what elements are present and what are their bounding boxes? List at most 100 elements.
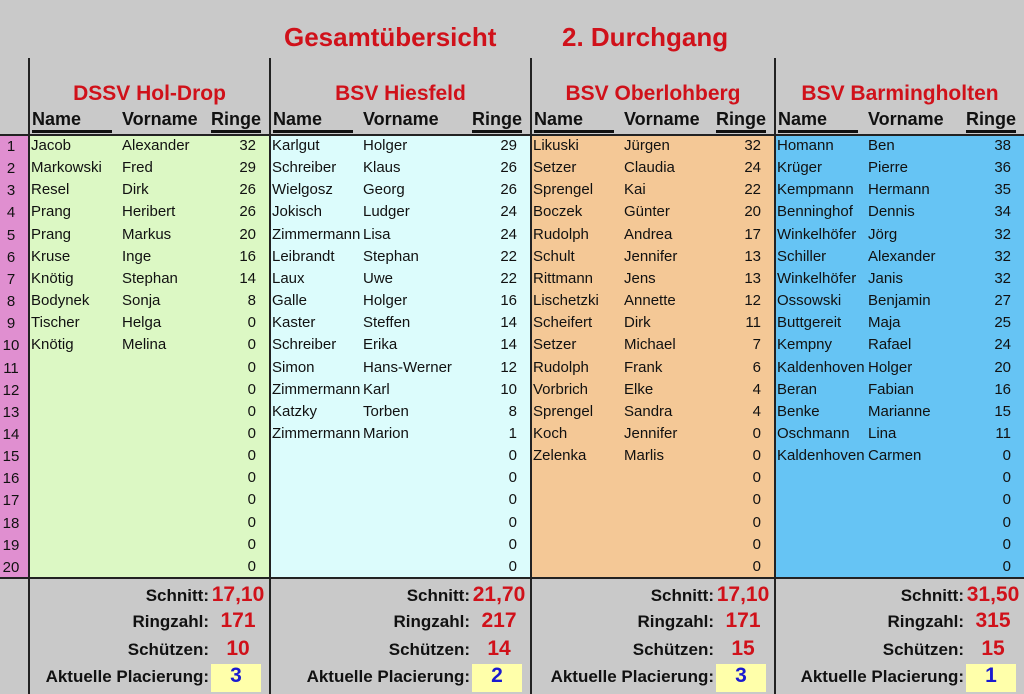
shooter-firstname: Ben [868,137,895,154]
shooter-firstname: Jürgen [624,137,670,154]
shooter-rings: 0 [508,557,517,575]
shooter-firstname: Melina [122,336,167,354]
shooter-surname: Schreiber [272,336,337,354]
shooter-rings: 0 [1002,557,1011,575]
shooter-rings: 24 [994,336,1011,354]
shooter-rings: 0 [247,491,256,509]
shooter-rings: 0 [247,380,256,398]
shooter-surname: Zelenka [533,447,587,465]
shooter-firstname: Inge [122,247,152,265]
row-number: 14 [2,425,20,443]
placierung-label: Aktuelle Placierung: [306,667,470,686]
column-header-name: Name [273,109,353,133]
shooter-rings: 0 [1002,491,1011,509]
placierung-value: 2 [472,664,522,692]
shooter-firstname: Sonja [122,292,161,310]
shooter-surname: Oschmann [777,424,850,442]
shooter-rings: 16 [994,380,1011,398]
shooter-surname: Zimmermann [272,380,361,398]
divider [269,58,271,694]
shooter-surname: Scheifert [533,314,593,332]
shooter-firstname: Jennifer [624,424,678,442]
club-summary: Schnitt: 17,10 Ringzahl: 171 Schützen: 1… [532,578,774,694]
shooter-surname: Galle [272,292,308,310]
schnitt-value: 31,50 [966,583,1020,606]
column-header-ringe: Ringe [966,109,1017,133]
shooter-list: Karlgut Holger 29 Schreiber Klaus 26 Wielgosz G… [271,135,530,578]
shooter-firstname: Fabian [868,380,914,398]
placierung-label: Aktuelle Placierung: [45,667,209,686]
shooter-rings: 13 [744,269,761,287]
row-number: 17 [2,492,20,510]
schuetzen-value: 15 [981,637,1005,660]
shooter-surname: Zimmermann [272,225,361,243]
row-number: 19 [2,536,20,554]
row-number: 4 [6,204,16,222]
club-block: BSV Barmingholten Name Vorname Ringe Hom… [776,58,1024,694]
shooter-rings: 0 [752,491,761,509]
shooter-rings: 0 [508,447,517,465]
divider [28,58,30,694]
shooter-rings: 0 [508,491,517,509]
shooter-rings: 8 [247,292,256,310]
shooter-surname: Setzer [533,336,577,354]
shooter-rings: 0 [247,469,256,487]
shooter-firstname: Maja [868,314,901,332]
shooter-surname: Prang [31,225,72,243]
shooter-surname: Katzky [272,402,318,420]
row-number-column: 1 2 3 4 5 6 7 8 9 10 11 12 13 14 15 16 17 18 19 20 [0,135,29,578]
schnitt-value: 17,10 [716,583,770,606]
header-divider [0,134,1024,136]
shooter-surname: Resel [31,181,70,199]
shooter-surname: Kaldenhoven [777,358,865,376]
shooter-rings: 0 [752,557,761,575]
ringzahl-label: Ringzahl: [887,612,965,631]
shooter-firstname: Fred [122,159,153,177]
shooter-surname: Kaldenhoven [777,447,865,465]
shooter-list: Likuski Jürgen 32 Setzer Claudia 24 Sprengel Ka… [532,135,774,578]
ringzahl-value: 217 [481,609,517,632]
club-header: BSV Oberlohberg Name Vorname Ringe [532,58,774,135]
shooter-rings: 8 [508,402,517,420]
ringzahl-value: 171 [725,609,761,632]
shooter-surname: Vorbrich [533,380,589,398]
shooter-firstname: Jörg [868,225,898,243]
schuetzen-value: 15 [731,637,755,660]
shooter-rings: 24 [744,159,761,177]
shooter-firstname: Holger [363,292,408,310]
shooter-rings: 0 [247,358,256,376]
title-overview: Gesamtübersicht [284,22,497,52]
shooter-list: Jacob Alexander 32 Markowski Fred 29 Resel Dirk… [30,135,269,578]
shooter-firstname: Hermann [868,181,930,199]
footer-divider [0,577,1024,579]
shooter-rings: 32 [239,137,256,154]
shooter-firstname: Frank [624,358,663,376]
schnitt-value: 21,70 [472,583,526,606]
shooter-rings: 0 [508,469,517,487]
shooter-surname: Zimmermann [272,424,361,442]
club-header: BSV Barmingholten Name Vorname Ringe [776,58,1024,135]
shooter-rings: 24 [500,225,517,243]
shooter-rings: 26 [500,181,517,199]
shooter-surname: Rittmann [533,269,594,287]
schnitt-label: Schnitt: [650,586,714,605]
ringzahl-label: Ringzahl: [637,612,715,631]
placierung-label: Aktuelle Placierung: [800,667,964,686]
shooter-surname: Kempny [777,336,833,354]
shooter-rings: 24 [500,203,517,221]
shooter-surname: Rudolph [533,225,589,243]
shooter-firstname: Georg [363,181,405,199]
shooter-firstname: Rafael [868,336,912,354]
shooter-rings: 29 [239,159,256,177]
shooter-firstname: Dirk [624,314,651,332]
shooter-rings: 0 [247,557,256,575]
shooter-rings: 0 [1002,535,1011,553]
shooter-firstname: Janis [868,269,904,287]
shooter-rings: 12 [744,292,761,310]
shooter-rings: 0 [247,447,256,465]
shooter-rings: 14 [500,314,517,332]
shooter-rings: 0 [508,513,517,531]
shooter-surname: Knötig [31,269,74,287]
schuetzen-label: Schützen: [127,640,209,659]
club-name: BSV Oberlohberg [565,82,741,105]
